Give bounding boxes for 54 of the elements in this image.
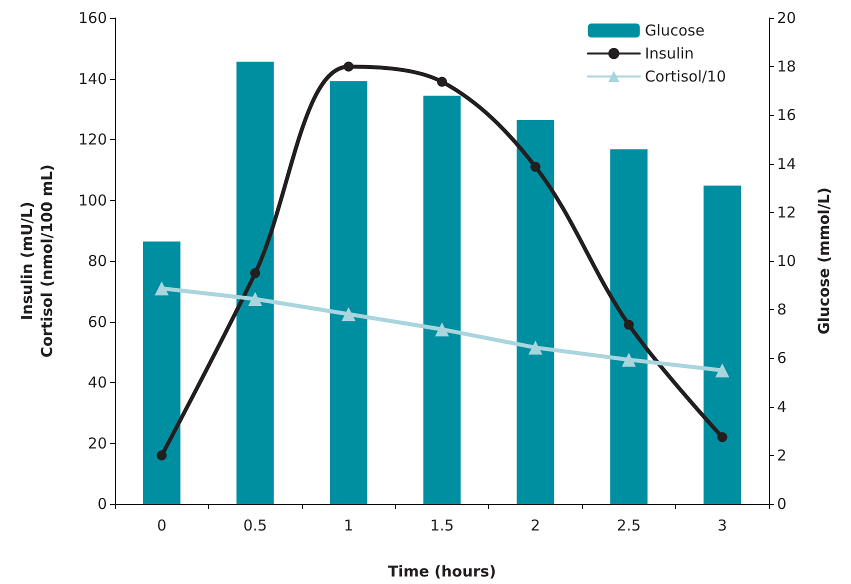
point bbox=[342, 307, 356, 322]
y2-tick-label: 12 bbox=[777, 203, 796, 222]
x-tick-label: 0.5 bbox=[243, 516, 268, 534]
legend-label: Glucose bbox=[644, 22, 705, 40]
legend-label: Insulin bbox=[644, 44, 694, 62]
y2-tick-label: 14 bbox=[777, 154, 796, 173]
y-tick-label: 100 bbox=[78, 191, 107, 210]
y2-tick-label: 8 bbox=[777, 300, 787, 319]
bar bbox=[330, 81, 368, 504]
y-tick-label: 0 bbox=[97, 495, 107, 513]
point bbox=[154, 281, 169, 296]
point bbox=[435, 322, 449, 336]
bar bbox=[516, 120, 554, 504]
bar bbox=[423, 96, 461, 504]
point bbox=[528, 340, 542, 355]
x-tick-label: 1.5 bbox=[430, 516, 454, 534]
y-tick-label: 60 bbox=[88, 312, 107, 331]
x-tick-label: 3 bbox=[718, 516, 728, 534]
y-tick-label: 20 bbox=[88, 434, 107, 452]
y2-tick-label: 10 bbox=[777, 252, 796, 270]
y-tick-label: 160 bbox=[78, 9, 107, 27]
x-tick-label: 2 bbox=[530, 516, 540, 534]
point bbox=[624, 320, 634, 330]
y-tick-label: 40 bbox=[88, 374, 107, 392]
y-tick-label: 80 bbox=[88, 252, 107, 270]
y2-tick-label: 2 bbox=[777, 446, 787, 464]
point bbox=[715, 363, 730, 378]
x-axis-title: Time (hours) bbox=[388, 562, 496, 580]
x-tick-label: 0 bbox=[156, 516, 166, 534]
point bbox=[156, 450, 167, 460]
point bbox=[344, 62, 354, 72]
point bbox=[622, 352, 636, 367]
y-axis-title: Insulin (mU/L) Cortisol (nmol/100 mL) bbox=[18, 164, 56, 358]
y2-axis-title: Glucose (mmol/L) bbox=[815, 187, 833, 335]
bar bbox=[236, 62, 274, 504]
y2-tick-label: 0 bbox=[777, 495, 787, 513]
point bbox=[248, 292, 262, 306]
legend-label: Cortisol/10 bbox=[644, 68, 726, 86]
point bbox=[250, 268, 260, 278]
y2-tick-label: 6 bbox=[777, 349, 787, 368]
bar bbox=[143, 242, 180, 504]
x-tick-label: 2.5 bbox=[616, 516, 641, 534]
x-tick-label: 1 bbox=[344, 516, 354, 534]
y-tick-label: 120 bbox=[78, 130, 107, 148]
y2-tick-label: 20 bbox=[777, 9, 796, 27]
y2-tick-label: 16 bbox=[777, 106, 796, 124]
point bbox=[437, 76, 447, 87]
point bbox=[530, 162, 540, 172]
y2-tick-label: 4 bbox=[777, 398, 787, 416]
bar bbox=[610, 149, 648, 504]
y2-tick-label: 18 bbox=[777, 58, 796, 76]
point bbox=[717, 432, 728, 442]
y-tick-label: 140 bbox=[78, 70, 107, 88]
bar bbox=[704, 186, 741, 504]
